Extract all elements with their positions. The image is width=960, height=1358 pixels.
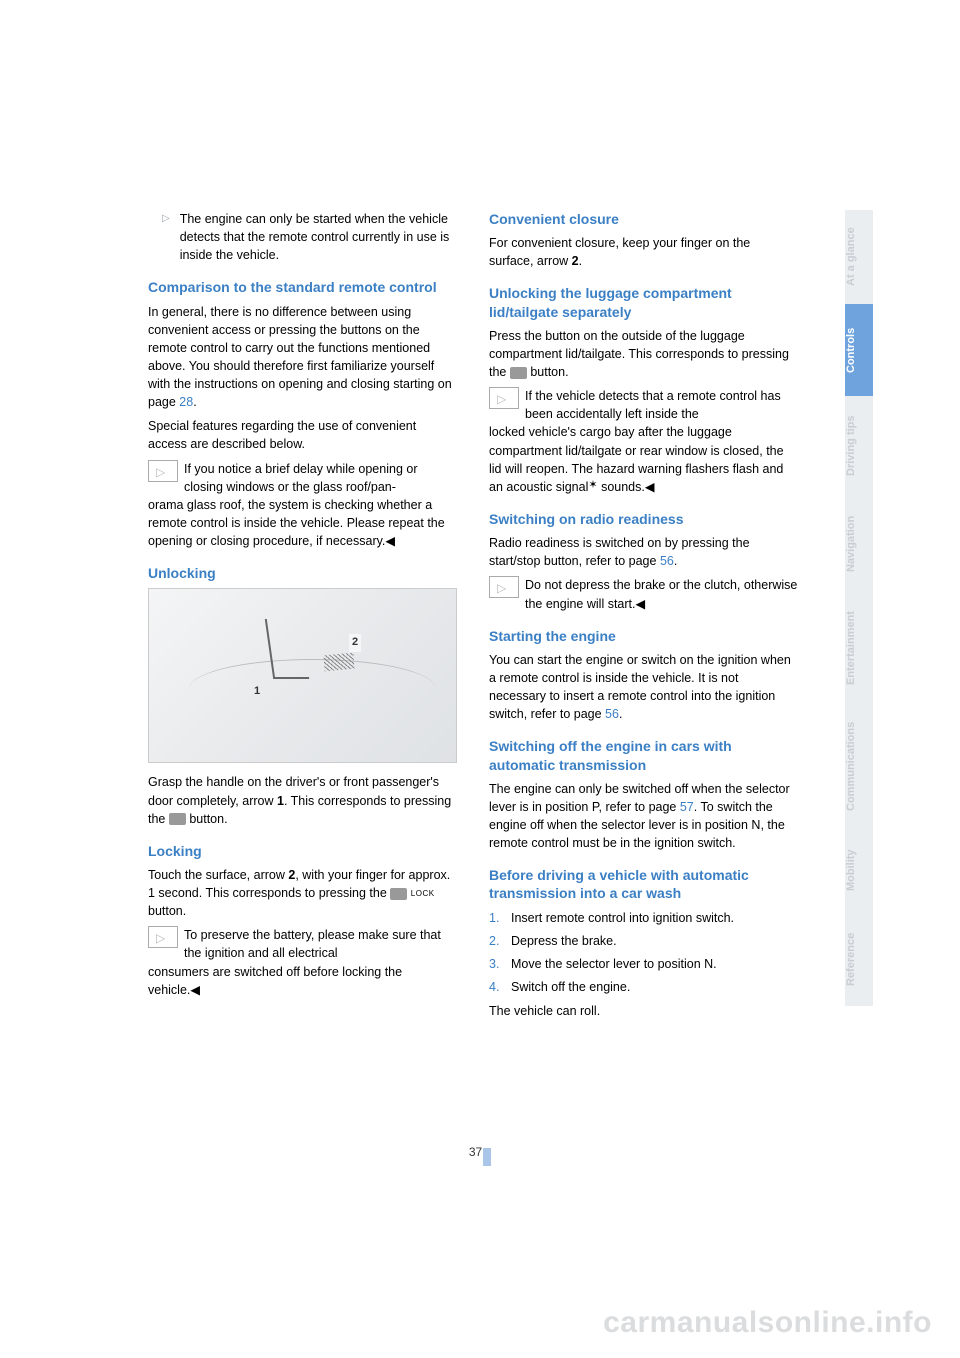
bullet-marker-icon: ▷ — [162, 212, 170, 264]
page-link-56b[interactable]: 56 — [605, 707, 619, 721]
list-number: 2. — [489, 932, 511, 950]
tab-at-a-glance[interactable]: At a glance — [845, 210, 873, 304]
unlock-button-icon — [169, 813, 186, 825]
note-text: To preserve the battery, please make sur… — [184, 926, 457, 962]
page-number: 37 — [0, 1144, 960, 1162]
list-item: 1.Insert remote control into ignition sw… — [489, 909, 798, 927]
lock-button-icon — [390, 888, 407, 900]
tab-entertainment[interactable]: Entertainment — [845, 592, 873, 704]
page-link-56[interactable]: 56 — [660, 554, 674, 568]
body-text: The engine can only be switched off when… — [489, 780, 798, 853]
note-block: If the vehicle detects that a remote con… — [489, 387, 798, 423]
list-number: 3. — [489, 955, 511, 973]
note-icon — [148, 926, 178, 948]
body-text: Grasp the handle on the driver's or fron… — [148, 773, 457, 827]
heading-switch-off-auto: Switching off the engine in cars with au… — [489, 737, 798, 773]
tab-communications[interactable]: Communications — [845, 704, 873, 828]
list-item: 3.Move the selector lever to position N. — [489, 955, 798, 973]
body-text: In general, there is no difference betwe… — [148, 303, 457, 412]
note-icon — [489, 387, 519, 409]
numbered-list: 1.Insert remote control into ignition sw… — [489, 909, 798, 997]
heading-starting-engine: Starting the engine — [489, 627, 798, 645]
heading-comparison: Comparison to the standard remote contro… — [148, 278, 457, 296]
tab-driving-tips[interactable]: Driving tips — [845, 396, 873, 496]
note-text: If you notice a brief delay while openin… — [184, 460, 457, 496]
left-column: ▷ The engine can only be started when th… — [148, 210, 457, 1026]
footnote-star-icon: ✶ — [588, 479, 597, 491]
door-handle-illustration: 1 2 — [148, 588, 457, 763]
body-text: You can start the engine or switch on th… — [489, 651, 798, 724]
note-block: If you notice a brief delay while openin… — [148, 460, 457, 496]
heading-unlocking: Unlocking — [148, 564, 457, 582]
note-continuation: orama glass roof, the system is checking… — [148, 496, 457, 550]
body-text: Touch the surface, arrow 2, with your fi… — [148, 866, 457, 920]
right-column: Convenient closure For convenient closur… — [489, 210, 798, 1026]
body-text: Press the button on the outside of the l… — [489, 327, 798, 381]
lock-label: LOCK — [411, 889, 435, 898]
heading-unlock-luggage: Unlocking the luggage compartment lid/ta… — [489, 284, 798, 320]
heading-locking: Locking — [148, 842, 457, 860]
note-block: Do not depress the brake or the clutch, … — [489, 576, 798, 612]
bullet-item: ▷ The engine can only be started when th… — [148, 210, 457, 264]
tailgate-button-icon — [510, 367, 527, 379]
end-marker-icon: ◀ — [385, 534, 395, 548]
note-text: Do not depress the brake or the clutch, … — [525, 576, 798, 612]
list-item: 2.Depress the brake. — [489, 932, 798, 950]
end-marker-icon: ◀ — [635, 597, 645, 611]
body-text: Special features regarding the use of co… — [148, 417, 457, 453]
note-icon — [148, 460, 178, 482]
heading-convenient-closure: Convenient closure — [489, 210, 798, 228]
bullet-text: The engine can only be started when the … — [180, 210, 457, 264]
tab-reference[interactable]: Reference — [845, 912, 873, 1006]
end-marker-icon: ◀ — [645, 480, 655, 494]
heading-radio-readiness: Switching on radio readiness — [489, 510, 798, 528]
body-text: For convenient closure, keep your finger… — [489, 234, 798, 270]
note-text: If the vehicle detects that a remote con… — [525, 387, 798, 423]
watermark: carmanualsonline.info — [603, 1306, 932, 1340]
tab-controls[interactable]: Controls — [845, 304, 873, 396]
list-item: 4.Switch off the engine. — [489, 978, 798, 996]
body-text: The vehicle can roll. — [489, 1002, 798, 1020]
tab-mobility[interactable]: Mobility — [845, 828, 873, 912]
section-tabs: At a glanceControlsDriving tipsNavigatio… — [845, 210, 873, 1006]
page-number-bar-icon — [483, 1148, 491, 1166]
end-marker-icon: ◀ — [190, 983, 200, 997]
page-link-28[interactable]: 28 — [179, 395, 193, 409]
note-icon — [489, 576, 519, 598]
note-block: To preserve the battery, please make sur… — [148, 926, 457, 962]
page-link-57[interactable]: 57 — [680, 800, 694, 814]
note-continuation: locked vehicle's cargo bay after the lug… — [489, 423, 798, 496]
list-number: 4. — [489, 978, 511, 996]
body-text: Radio readiness is switched on by pressi… — [489, 534, 798, 570]
heading-car-wash: Before driving a vehicle with automatic … — [489, 866, 798, 902]
page-content: ▷ The engine can only be started when th… — [148, 210, 798, 1026]
list-number: 1. — [489, 909, 511, 927]
note-continuation: consumers are switched off before lockin… — [148, 963, 457, 999]
tab-navigation[interactable]: Navigation — [845, 496, 873, 592]
